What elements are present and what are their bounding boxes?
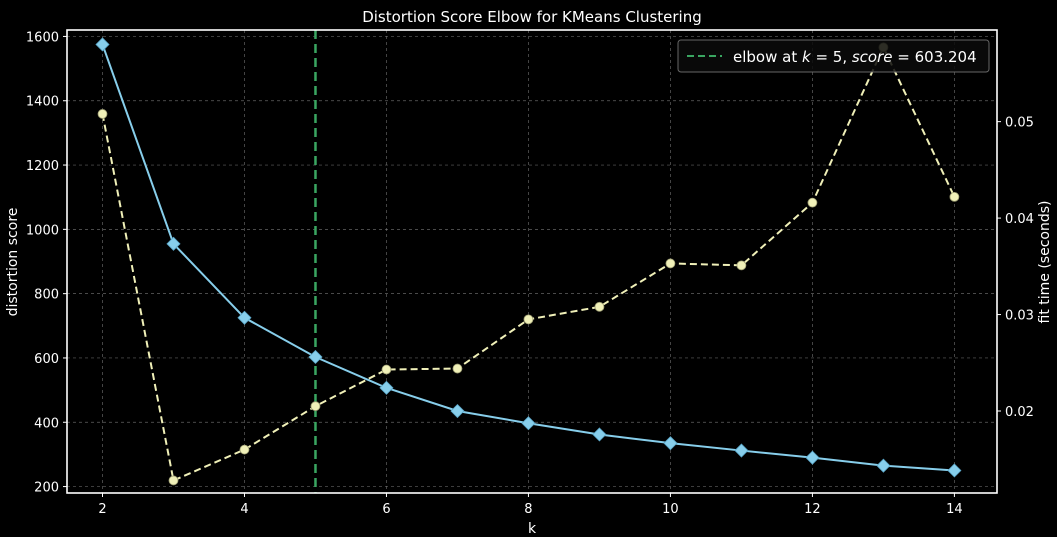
x-axis-label: k <box>528 521 537 537</box>
fit-time-point <box>310 401 321 412</box>
distortion-point <box>805 450 820 465</box>
distortion-series <box>95 37 962 478</box>
x-tick-label: 6 <box>382 502 390 517</box>
y-axis-label: distortion score <box>5 208 21 317</box>
chart-title: Distortion Score Elbow for KMeans Cluste… <box>362 8 702 26</box>
legend-k: k <box>802 48 812 66</box>
y-tick-label: 200 <box>34 481 59 496</box>
fit-time-point <box>239 444 250 455</box>
distortion-point <box>521 416 536 431</box>
fit-time-point <box>665 258 676 269</box>
distortion-point <box>734 443 749 458</box>
distortion-point <box>947 463 962 478</box>
y-tick-label: 600 <box>34 352 59 367</box>
distortion-point <box>450 403 465 419</box>
legend-prefix: elbow at <box>733 48 802 66</box>
y-tick-label: 1400 <box>26 95 59 110</box>
distortion-point <box>379 380 394 395</box>
y-tick-label: 1600 <box>26 30 59 45</box>
y2-tick-label: 0.02 <box>1005 405 1034 420</box>
legend-eq1: = 5, <box>811 48 852 66</box>
fit-time-point <box>97 109 108 119</box>
y2-tick-label: 0.05 <box>1005 116 1034 131</box>
plot-frame <box>66 29 998 494</box>
y2-axis-label: fit time (seconds) <box>1037 201 1053 324</box>
y-tick-label: 400 <box>34 416 59 431</box>
distortion-point <box>95 37 110 52</box>
x-tick-label: 14 <box>946 502 963 517</box>
legend-score: score <box>852 48 893 66</box>
y-tick-label: 1200 <box>26 159 59 174</box>
fit-time-point <box>736 260 747 271</box>
distortion-point <box>308 349 323 365</box>
y-tick-label: 800 <box>34 288 59 303</box>
x-tick-label: 2 <box>98 502 106 517</box>
distortion-point <box>592 427 607 442</box>
x-tick-label: 12 <box>804 502 821 517</box>
fit-time-point <box>523 314 534 325</box>
series-group <box>95 37 962 486</box>
fit-time-point <box>381 364 392 375</box>
tick-labels: 2 4 6 8 10 12 14 200 400 600 800 1000 1200 1400 1600 0.… <box>26 30 1034 517</box>
x-tick-label: 10 <box>662 502 679 517</box>
fit-time-point <box>168 475 179 486</box>
y-tick-label: 1000 <box>26 223 59 238</box>
distortion-point <box>876 458 891 473</box>
y2-tick-label: 0.03 <box>1005 309 1034 324</box>
legend-label: elbow at k = 5, score = 603.204 <box>733 48 977 66</box>
y2-tick-label: 0.04 <box>1005 212 1034 227</box>
distortion-point <box>166 236 181 251</box>
distortion-point <box>663 436 678 451</box>
legend-eq2: = 603.204 <box>893 48 977 66</box>
fit-time-point <box>452 363 463 374</box>
legend: elbow at k = 5, score = 603.204 <box>677 39 990 73</box>
fit-time-point <box>594 301 605 312</box>
x-tick-label: 8 <box>524 502 532 517</box>
fit-time-point <box>807 197 818 208</box>
fit-time-point <box>949 191 960 202</box>
x-tick-label: 4 <box>240 502 248 517</box>
distortion-point <box>237 310 252 325</box>
legend-box <box>677 39 990 73</box>
